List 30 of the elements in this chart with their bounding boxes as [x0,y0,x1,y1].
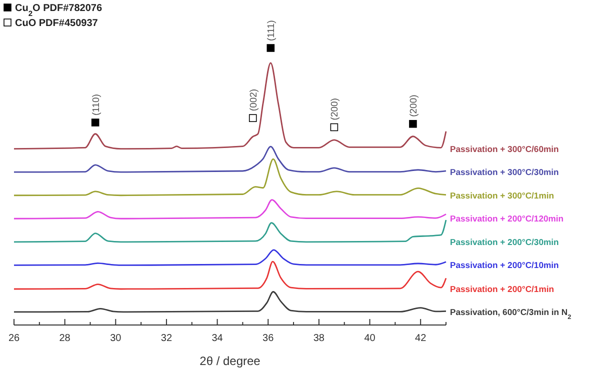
x-tick-label: 42 [415,333,427,344]
series-label: Passivation + 300°C/60min [450,144,559,154]
series-label: Passivation + 200°C/120min [450,214,564,224]
x-tick-label: 36 [262,333,274,344]
annotation: (200) [408,94,420,117]
point [91,118,100,126]
x-tick-label: 34 [212,333,224,344]
point [330,123,338,132]
point [266,44,275,52]
x-axis-title: 2θ / degree [200,354,261,368]
x-tick-label: 40 [364,333,376,344]
legend-label: Cu$_{2}$O PDF#782076 [15,3,102,18]
point [248,114,257,122]
series-label: Passivation, 600°C/3min in N$_{2}$ [450,306,572,320]
legend-label: CuO PDF#450937 [15,18,98,29]
x-tick-label: 38 [313,333,325,344]
series-label: Passivation + 300°C/1min [450,190,554,200]
series-label: Passivation + 200°C/10min [450,260,559,270]
annotation: (200) [330,98,341,120]
x-tick-label: 28 [59,333,71,344]
series-label: Passivation + 200°C/30min [450,236,559,247]
annotation: (111) [266,20,278,41]
annotation: (110) [90,94,102,116]
point [409,120,417,128]
annotation: (002) [248,88,260,112]
series-label: Passivation + 300°C/30min [450,167,559,178]
series-label: Passivation + 200°C/1min [450,284,554,294]
x-tick-label: 32 [160,333,172,344]
x-tick-label: 30 [110,333,122,344]
x-tick-label: 26 [8,333,20,344]
